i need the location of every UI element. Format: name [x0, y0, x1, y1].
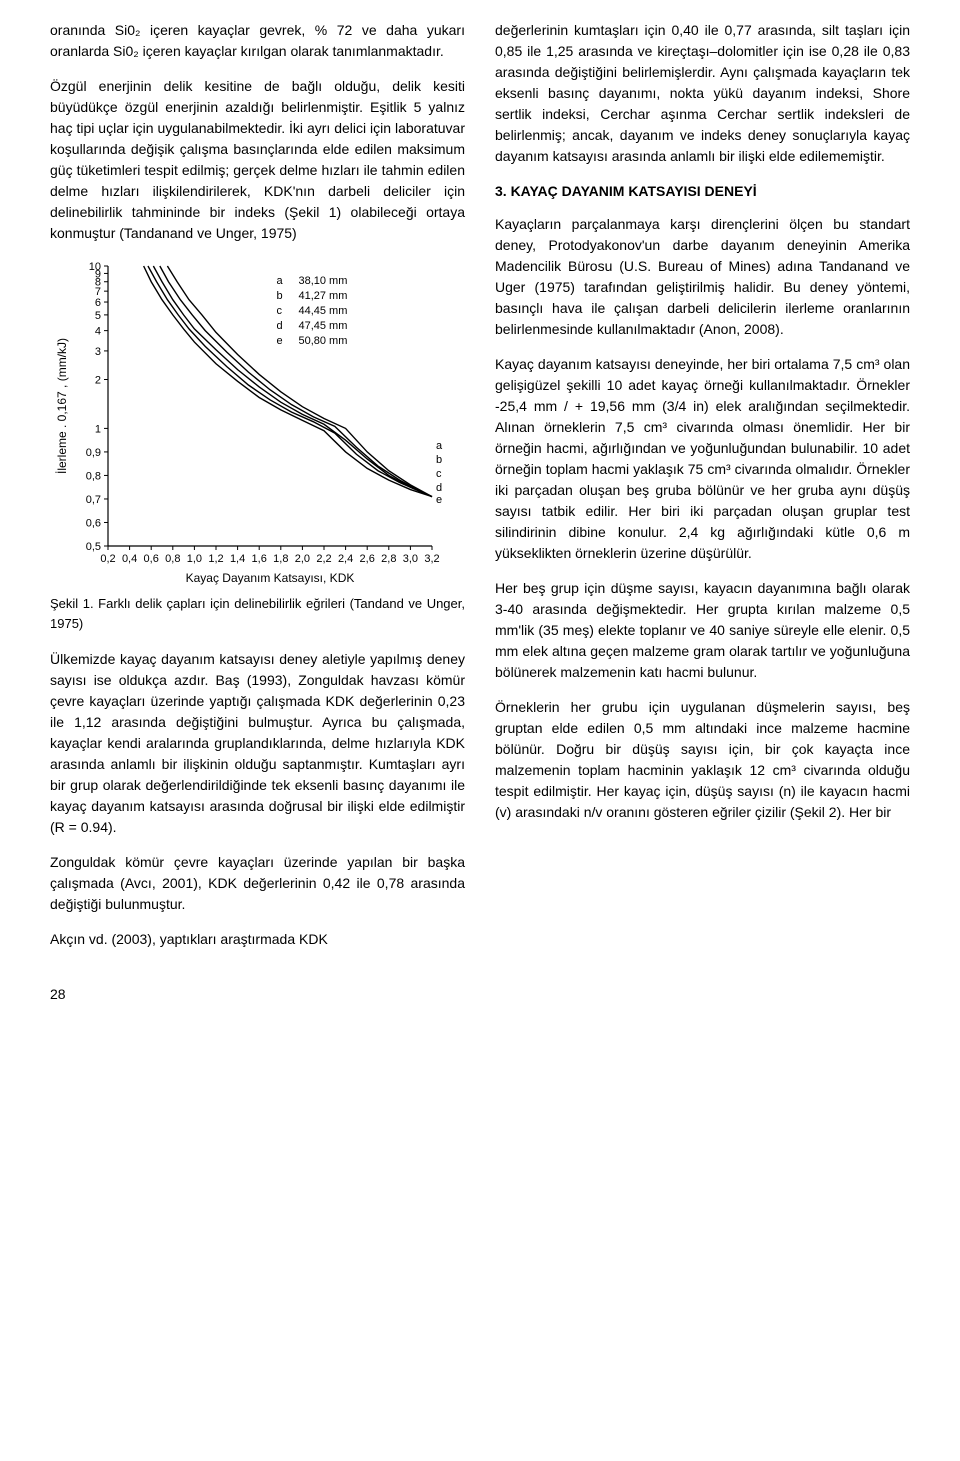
- svg-text:6: 6: [95, 297, 101, 309]
- figure-caption: Şekil 1. Farklı delik çapları için delin…: [50, 594, 465, 633]
- svg-text:2: 2: [95, 375, 101, 387]
- paragraph: Kayaç dayanım katsayısı deneyinde, her b…: [495, 354, 910, 564]
- section-heading: 3. KAYAÇ DAYANIM KATSAYISI DENEYİ: [495, 181, 910, 202]
- paragraph: Her beş grup için düşme sayısı, kayacın …: [495, 578, 910, 683]
- svg-text:a: a: [276, 275, 283, 287]
- left-column: oranında Si0₂ içeren kayaçlar gevrek, % …: [50, 20, 465, 964]
- svg-text:a: a: [436, 440, 443, 452]
- svg-text:Kayaç Dayanım Katsayısı, KDK: Kayaç Dayanım Katsayısı, KDK: [186, 571, 355, 585]
- paragraph: Ülkemizde kayaç dayanım katsayısı deney …: [50, 649, 465, 838]
- svg-text:0,8: 0,8: [165, 553, 180, 565]
- svg-text:2,4: 2,4: [338, 553, 353, 565]
- svg-text:44,45 mm: 44,45 mm: [298, 305, 347, 317]
- svg-text:0,9: 0,9: [86, 447, 101, 459]
- paragraph: Özgül enerjinin delik kesitine de bağlı …: [50, 76, 465, 244]
- paragraph: Akçın vd. (2003), yaptıkları araştırmada…: [50, 929, 465, 950]
- svg-text:10: 10: [89, 261, 101, 273]
- svg-text:2,0: 2,0: [295, 553, 310, 565]
- paragraph: oranında Si0₂ içeren kayaçlar gevrek, % …: [50, 20, 465, 62]
- svg-text:1,6: 1,6: [252, 553, 267, 565]
- svg-text:c: c: [436, 468, 442, 480]
- svg-text:41,27 mm: 41,27 mm: [298, 290, 347, 302]
- svg-text:c: c: [276, 305, 282, 317]
- svg-text:d: d: [276, 320, 282, 332]
- svg-text:0,5: 0,5: [86, 541, 101, 553]
- svg-text:e: e: [436, 494, 442, 506]
- svg-text:2,6: 2,6: [360, 553, 375, 565]
- svg-text:1,8: 1,8: [273, 553, 288, 565]
- svg-text:e: e: [276, 335, 282, 347]
- svg-text:2,2: 2,2: [316, 553, 331, 565]
- svg-text:1: 1: [95, 423, 101, 435]
- paragraph: Kayaçların parçalanmaya karşı dirençleri…: [495, 214, 910, 340]
- paragraph: değerlerinin kumtaşları için 0,40 ile 0,…: [495, 20, 910, 167]
- svg-text:4: 4: [95, 326, 101, 338]
- page-number: 28: [50, 984, 910, 1005]
- svg-text:1,2: 1,2: [208, 553, 223, 565]
- svg-text:b: b: [436, 454, 442, 466]
- svg-text:2,8: 2,8: [381, 553, 396, 565]
- figure-1-chart: 0,50,60,70,80,9123456789100,20,40,60,81,…: [50, 258, 465, 588]
- svg-text:İlerleme . 0,167 , (mm/kJ): İlerleme . 0,167 , (mm/kJ): [55, 338, 69, 474]
- svg-text:d: d: [436, 482, 442, 494]
- svg-text:50,80 mm: 50,80 mm: [298, 335, 347, 347]
- svg-text:0,6: 0,6: [86, 517, 101, 529]
- svg-text:0,4: 0,4: [122, 553, 137, 565]
- svg-text:3,2: 3,2: [424, 553, 439, 565]
- svg-text:b: b: [276, 290, 282, 302]
- svg-text:3: 3: [95, 346, 101, 358]
- svg-text:3,0: 3,0: [403, 553, 418, 565]
- svg-text:1,0: 1,0: [187, 553, 202, 565]
- svg-text:38,10 mm: 38,10 mm: [298, 275, 347, 287]
- svg-text:47,45 mm: 47,45 mm: [298, 320, 347, 332]
- svg-text:5: 5: [95, 310, 101, 322]
- right-column: değerlerinin kumtaşları için 0,40 ile 0,…: [495, 20, 910, 964]
- svg-text:0,8: 0,8: [86, 470, 101, 482]
- svg-text:1,4: 1,4: [230, 553, 245, 565]
- svg-text:0,7: 0,7: [86, 494, 101, 506]
- paragraph: Örneklerin her grubu için uygulanan düşm…: [495, 697, 910, 823]
- svg-text:0,2: 0,2: [100, 553, 115, 565]
- svg-text:0,6: 0,6: [144, 553, 159, 565]
- paragraph: Zonguldak kömür çevre kayaçları üzerinde…: [50, 852, 465, 915]
